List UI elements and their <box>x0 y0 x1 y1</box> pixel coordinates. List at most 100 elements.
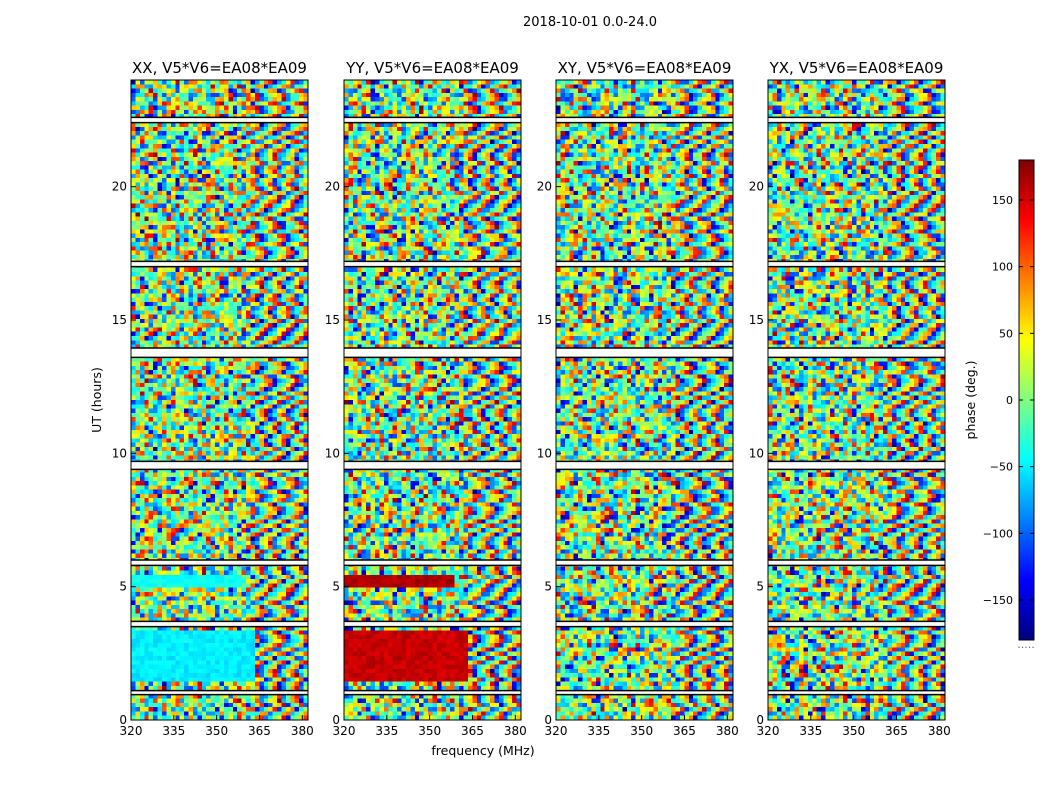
heatmap-cell <box>295 438 300 443</box>
heatmap-cell <box>295 340 300 345</box>
heatmap-cell <box>193 511 198 516</box>
heatmap-cell <box>131 481 136 486</box>
heatmap-cell <box>153 315 158 320</box>
heatmap-cell <box>162 89 167 94</box>
heatmap-cell <box>202 298 207 303</box>
heatmap-cell <box>259 302 264 307</box>
heatmap-cell <box>281 336 286 341</box>
heatmap-cell <box>228 289 233 294</box>
heatmap-cell <box>131 212 136 217</box>
heatmap-cell <box>250 379 255 384</box>
heatmap-cell <box>206 374 211 379</box>
heatmap-cell <box>171 481 176 486</box>
heatmap-cell <box>242 549 247 554</box>
heatmap-cell <box>153 195 158 200</box>
heatmap-cell <box>246 199 251 204</box>
heatmap-cell <box>162 135 167 140</box>
heatmap-cell <box>237 302 242 307</box>
heatmap-cell <box>149 157 154 162</box>
heatmap-cell <box>255 212 260 217</box>
heatmap-cell <box>211 336 216 341</box>
heatmap-cell <box>264 315 269 320</box>
heatmap-cell <box>215 477 220 482</box>
heatmap-cell <box>237 332 242 337</box>
heatmap-cell <box>158 519 163 524</box>
heatmap-cell <box>299 319 304 324</box>
heatmap-cell <box>259 430 264 435</box>
heatmap-cell <box>189 246 194 251</box>
heatmap-cell <box>202 131 207 136</box>
heatmap-cell <box>184 208 189 213</box>
heatmap-cell <box>220 84 225 89</box>
heatmap-cell <box>166 208 171 213</box>
heatmap-cell <box>197 251 202 256</box>
heatmap-cell <box>202 447 207 452</box>
heatmap-cell <box>189 387 194 392</box>
heatmap-cell <box>193 272 198 277</box>
heatmap-cell <box>162 178 167 183</box>
heatmap-cell <box>184 609 189 614</box>
heatmap-cell <box>246 490 251 495</box>
heatmap-cell <box>171 106 176 111</box>
heatmap-cell <box>220 473 225 478</box>
heatmap-cell <box>281 545 286 550</box>
heatmap-cell <box>193 157 198 162</box>
heatmap-cell <box>153 404 158 409</box>
heatmap-cell <box>149 80 154 85</box>
heatmap-cell <box>171 409 176 414</box>
heatmap-cell <box>153 131 158 136</box>
heatmap-cell <box>242 135 247 140</box>
heatmap-cell <box>211 490 216 495</box>
heatmap-cell <box>175 289 180 294</box>
heatmap-cell <box>277 315 282 320</box>
heatmap-cell <box>295 605 300 610</box>
heatmap-cell <box>171 144 176 149</box>
heatmap-cell <box>233 298 238 303</box>
heatmap-cell <box>233 306 238 311</box>
heatmap-cell <box>131 370 136 375</box>
heatmap-cell <box>220 404 225 409</box>
heatmap-cell <box>189 485 194 490</box>
heatmap-cell <box>211 174 216 179</box>
heatmap-cell <box>259 97 264 102</box>
heatmap-cell <box>255 507 260 512</box>
heatmap-cell <box>273 579 278 584</box>
heatmap-cell <box>206 417 211 422</box>
heatmap-cell <box>259 545 264 550</box>
heatmap-cell <box>180 596 185 601</box>
heatmap-cell <box>246 601 251 606</box>
heatmap-cell <box>224 310 229 315</box>
heatmap-cell <box>149 84 154 89</box>
heatmap-cell <box>295 374 300 379</box>
heatmap-cell <box>140 195 145 200</box>
heatmap-cell <box>233 579 238 584</box>
heatmap-cell <box>286 451 291 456</box>
heatmap-cell <box>184 281 189 286</box>
heatmap-cell <box>259 140 264 145</box>
heatmap-cell <box>299 204 304 209</box>
heatmap-cell <box>220 430 225 435</box>
heatmap-cell <box>171 362 176 367</box>
heatmap-cell <box>144 208 149 213</box>
heatmap-cell <box>281 225 286 230</box>
heatmap-cell <box>206 319 211 324</box>
heatmap-cell <box>158 251 163 256</box>
heatmap-cell <box>166 323 171 328</box>
heatmap-cell <box>242 157 247 162</box>
heatmap-cell <box>206 174 211 179</box>
heatmap-cell <box>175 234 180 239</box>
heatmap-cell <box>264 421 269 426</box>
heatmap-cell <box>268 417 273 422</box>
heatmap-cell <box>215 144 220 149</box>
heatmap-cell <box>246 507 251 512</box>
heatmap-cell <box>220 434 225 439</box>
heatmap-cell <box>206 400 211 405</box>
heatmap-cell <box>166 165 171 170</box>
heatmap-cell <box>228 135 233 140</box>
heatmap-cell <box>135 481 140 486</box>
heatmap-cell <box>166 413 171 418</box>
heatmap-cell <box>175 93 180 98</box>
heatmap-cell <box>184 583 189 588</box>
heatmap-cell <box>268 242 273 247</box>
heatmap-cell <box>166 319 171 324</box>
